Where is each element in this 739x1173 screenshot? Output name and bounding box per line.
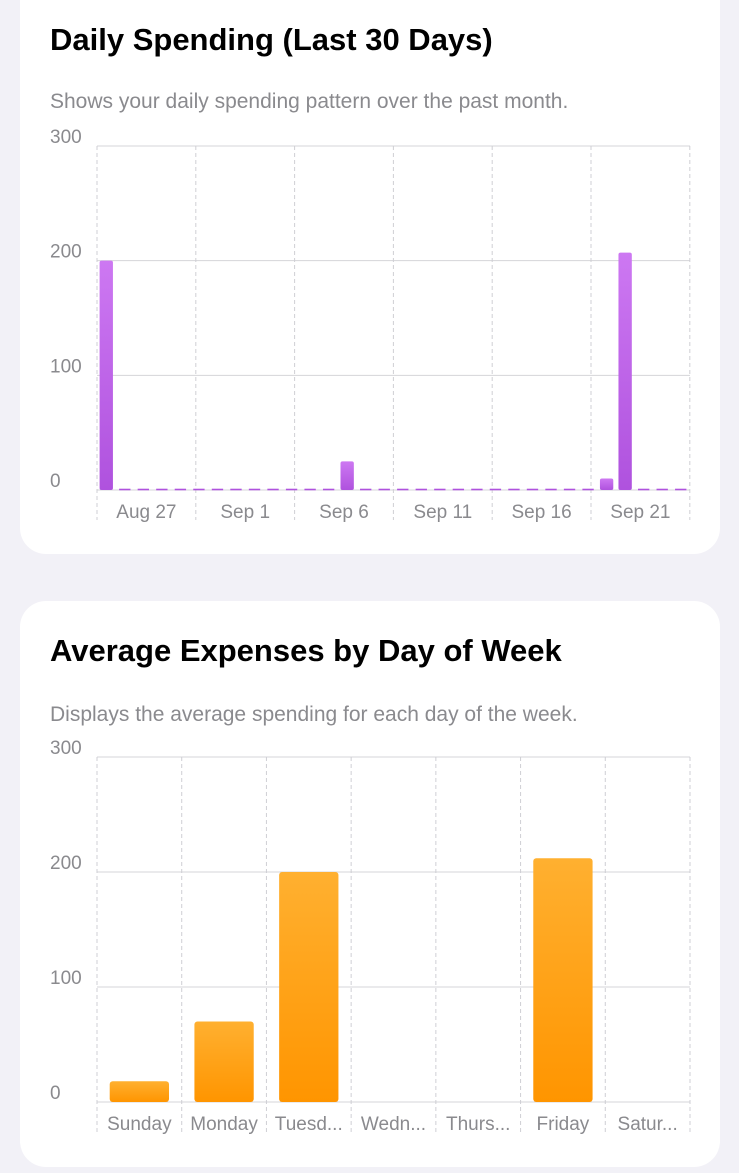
weekday-y-tick-label: 200 <box>50 853 82 874</box>
weekday-bar <box>109 1081 170 1102</box>
daily-spending-chart: 0 100 200 300 Aug 27 Sep 1 Sep 6 Sep 11 Sep 16 Se… <box>50 127 691 523</box>
daily-y-tick-label: 0 <box>50 471 61 492</box>
weekday-y-tick-label: 100 <box>50 968 82 989</box>
weekday-bar <box>533 858 593 1102</box>
weekday-x-tick-label: Wedn... <box>361 1114 426 1135</box>
daily-spending-title: Daily Spending (Last 30 Days) <box>50 22 493 57</box>
daily-bar <box>99 260 113 490</box>
daily-spending-description: Shows your daily spending pattern over t… <box>50 90 569 113</box>
weekday-x-tick-label: Sunday <box>107 1114 172 1135</box>
daily-x-tick-label: Sep 16 <box>511 502 571 523</box>
weekday-x-tick-label: Satur... <box>618 1114 678 1135</box>
daily-x-tick-label: Aug 27 <box>116 502 176 523</box>
weekday-y-tick-label: 300 <box>50 738 82 759</box>
daily-bar <box>340 461 354 490</box>
weekday-bar <box>194 1021 254 1102</box>
weekday-expenses-card: Average Expenses by Day of Week Displays… <box>20 601 720 1167</box>
daily-y-tick-label: 100 <box>50 356 82 377</box>
weekday-expenses-title: Average Expenses by Day of Week <box>50 633 562 668</box>
daily-y-tick-label: 300 <box>50 127 82 148</box>
weekday-expenses-description: Displays the average spending for each d… <box>50 703 578 726</box>
weekday-x-tick-label: Friday <box>537 1114 590 1135</box>
weekday-expenses-chart: 0 100 200 300 Sunday Monday Tuesd... Wedn... Thu… <box>50 738 691 1135</box>
daily-bar <box>599 478 614 490</box>
daily-x-tick-label: Sep 21 <box>610 502 670 523</box>
weekday-x-tick-label: Tuesd... <box>275 1114 343 1135</box>
daily-x-tick-label: Sep 1 <box>220 502 270 523</box>
weekday-bar <box>279 872 339 1102</box>
weekday-x-tick-label: Thurs... <box>446 1114 510 1135</box>
daily-bar <box>618 252 632 490</box>
weekday-x-tick-label: Monday <box>190 1114 258 1135</box>
daily-y-tick-label: 200 <box>50 242 82 263</box>
daily-x-tick-label: Sep 6 <box>319 502 369 523</box>
daily-spending-card: Daily Spending (Last 30 Days) Shows your… <box>20 0 720 554</box>
weekday-y-tick-label: 0 <box>50 1083 61 1104</box>
daily-x-tick-label: Sep 11 <box>413 502 472 523</box>
